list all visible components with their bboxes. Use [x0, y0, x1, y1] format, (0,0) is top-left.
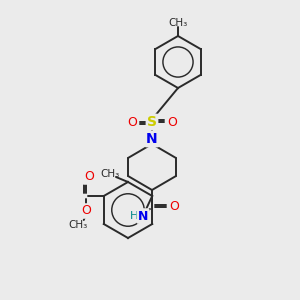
Text: CH₃: CH₃ [168, 18, 188, 28]
Text: N: N [138, 209, 148, 223]
Text: O: O [81, 205, 91, 218]
Text: O: O [127, 116, 137, 128]
Text: H: H [130, 211, 138, 221]
Text: O: O [167, 116, 177, 128]
Text: N: N [146, 132, 158, 146]
Text: CH₃: CH₃ [68, 220, 87, 230]
Text: CH₃: CH₃ [100, 169, 120, 179]
Text: S: S [147, 115, 157, 129]
Text: O: O [169, 200, 179, 214]
Text: O: O [84, 170, 94, 184]
